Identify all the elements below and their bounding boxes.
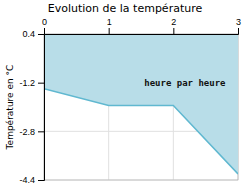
axis-line	[38, 35, 45, 181]
tick-label: 2	[171, 17, 176, 27]
tick-mark	[238, 28, 239, 34]
tick-mark	[38, 131, 44, 132]
axis-line	[45, 28, 239, 35]
tick: -1.2	[19, 78, 44, 88]
chart: 0 1 2 3 0.4 -1.2 -2.8 -4.4 heure par heure Tempér…	[0, 0, 250, 188]
tick-label: 3	[236, 17, 241, 27]
annotation: heure par heure	[144, 78, 226, 88]
plot-frame	[44, 34, 238, 180]
marks	[44, 34, 238, 174]
tick-label: 0.4	[22, 29, 35, 39]
line	[44, 89, 238, 174]
tick-mark	[109, 28, 110, 34]
tick: -2.8	[19, 127, 44, 137]
tick: 0.4	[22, 29, 44, 39]
tick-mark	[38, 180, 44, 181]
tick: 3	[236, 17, 241, 34]
tick-label: -1.2	[19, 78, 35, 88]
tick-label: 0	[42, 17, 47, 27]
tick: -4.4	[19, 175, 44, 185]
plot: 0 1 2 3 0.4 -1.2 -2.8 -4.4 heure par heure	[19, 17, 241, 185]
tick-mark	[173, 28, 174, 34]
tick-label: -2.8	[19, 127, 35, 137]
tick-mark	[44, 28, 45, 34]
tick-label: 1	[107, 17, 112, 27]
tick: 0	[42, 17, 47, 34]
y-axis-title: Température en °C	[5, 65, 15, 151]
area	[44, 34, 238, 174]
tick-label: -4.4	[19, 175, 35, 185]
grid	[44, 34, 238, 180]
y-axis: 0.4 -1.2 -2.8 -4.4	[19, 29, 44, 185]
title: Evolution de la température	[48, 2, 203, 15]
tick: 1	[107, 17, 112, 34]
tick: 2	[171, 17, 176, 34]
x-axis: 0 1 2 3	[42, 17, 241, 35]
tick-mark	[38, 83, 44, 84]
tick-mark	[38, 34, 44, 35]
